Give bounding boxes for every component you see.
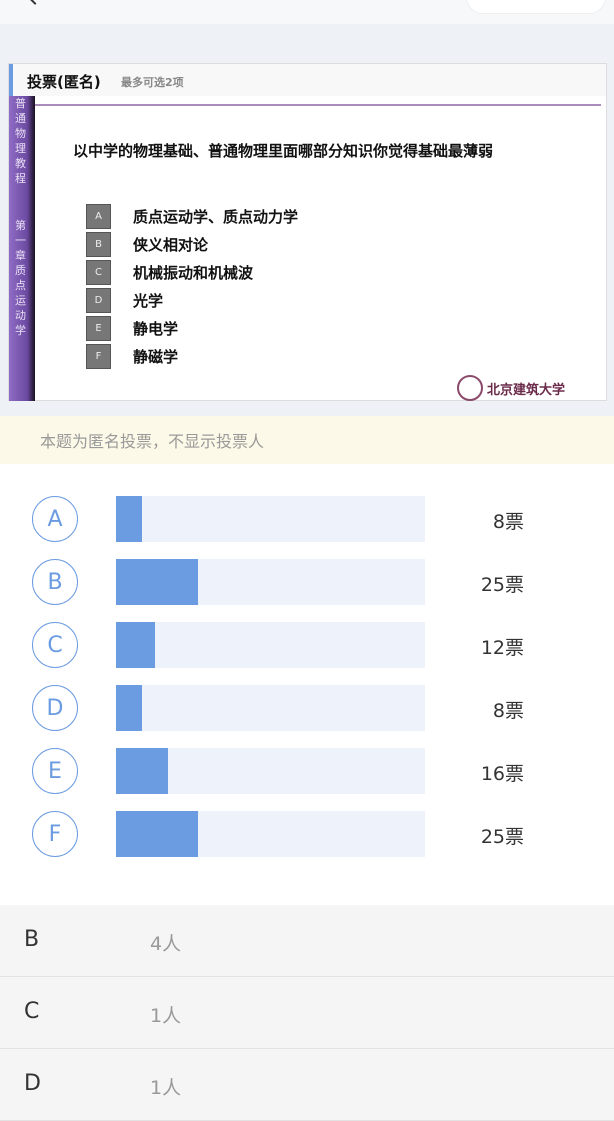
voter-list-item[interactable]: D 1人 (0, 1049, 614, 1121)
slide-sidebar: 普通物理教程 第一章 质点运动学 (9, 96, 35, 401)
option-text: 静电学 (133, 320, 179, 338)
vote-count: 8票 (492, 700, 524, 722)
option-key: A (86, 204, 111, 229)
option-circle: C (32, 622, 78, 668)
slide-option: C 机械振动和机械波 (86, 260, 253, 285)
option-key: C (24, 999, 40, 1024)
voter-count: 1人 (150, 1077, 182, 1099)
vote-bar-track (116, 622, 425, 668)
result-row[interactable]: D 8票 (0, 684, 614, 734)
slide: 投票(匿名) 最多可选2项 普通物理教程 第一章 质点运动学 以中学的物理基础、… (8, 63, 607, 401)
vote-bar-track (116, 496, 425, 542)
vote-count: 12票 (480, 637, 524, 659)
option-circle: D (32, 685, 78, 731)
option-text: 光学 (133, 292, 164, 310)
vote-bar-track (116, 748, 425, 794)
option-text: 机械振动和机械波 (133, 264, 254, 282)
option-key: B (24, 927, 40, 952)
question-text: 以中学的物理基础、普通物理里面哪部分知识你觉得基础最薄弱 (73, 142, 494, 160)
anonymous-notice: 本题为匿名投票，不显示投票人 (0, 416, 614, 464)
vote-bar-fill (116, 496, 143, 542)
voter-count: 4人 (150, 933, 182, 955)
vote-bar-fill (116, 685, 143, 731)
option-key: C (86, 260, 111, 285)
result-row[interactable]: C 12票 (0, 621, 614, 671)
vote-count: 25票 (480, 574, 524, 596)
course-title: 普通物理教程 (15, 97, 26, 185)
voter-list: B 4人 C 1人 D 1人 (0, 905, 614, 1121)
vote-count: 16票 (480, 763, 524, 785)
result-row[interactable]: A 8票 (0, 495, 614, 545)
vote-count: 25票 (480, 826, 524, 848)
option-key: B (86, 232, 111, 257)
option-text: 侠义相对论 (133, 236, 209, 254)
vote-bar-track (116, 685, 425, 731)
slide-header: 投票(匿名) 最多可选2项 (9, 64, 606, 96)
voter-list-item[interactable]: B 4人 (0, 905, 614, 977)
result-row[interactable]: B 25票 (0, 558, 614, 608)
vote-bar-fill (116, 559, 198, 605)
vote-bar-track (116, 559, 425, 605)
result-row[interactable]: E 16票 (0, 747, 614, 797)
divider (35, 104, 601, 106)
option-key: D (24, 1071, 41, 1096)
voter-count: 1人 (150, 1005, 182, 1027)
slide-option: E 静电学 (86, 316, 178, 341)
vote-bar-fill (116, 811, 198, 857)
back-icon[interactable] (25, 0, 45, 5)
university-logo: 北京建筑大学 (457, 375, 565, 401)
option-text: 静磁学 (133, 348, 179, 366)
option-text: 质点运动学、质点动力学 (133, 208, 299, 226)
vote-bar-fill (116, 748, 169, 794)
chapter-title: 第一章 质点运动学 (15, 219, 26, 337)
option-key: E (86, 316, 111, 341)
voter-list-item[interactable]: C 1人 (0, 977, 614, 1049)
option-key: D (86, 288, 111, 313)
nav-bar (0, 0, 614, 24)
option-circle: F (32, 811, 78, 857)
option-circle: E (32, 748, 78, 794)
slide-option: B 侠义相对论 (86, 232, 208, 257)
result-row[interactable]: F 25票 (0, 810, 614, 860)
vote-count: 8票 (492, 511, 524, 533)
option-circle: B (32, 559, 78, 605)
slide-option: A 质点运动学、质点动力学 (86, 204, 298, 229)
menu-capsule[interactable] (466, 0, 606, 14)
seal-icon (457, 375, 483, 401)
vote-bar-fill (116, 622, 156, 668)
vote-bar-track (116, 811, 425, 857)
vote-type: 投票(匿名) (27, 73, 101, 91)
slide-option: D 光学 (86, 288, 163, 313)
option-circle: A (32, 496, 78, 542)
slide-option: F 静磁学 (86, 344, 178, 369)
option-key: F (86, 344, 111, 369)
logo-text: 北京建筑大学 (487, 382, 566, 398)
max-select: 最多可选2项 (121, 76, 184, 89)
